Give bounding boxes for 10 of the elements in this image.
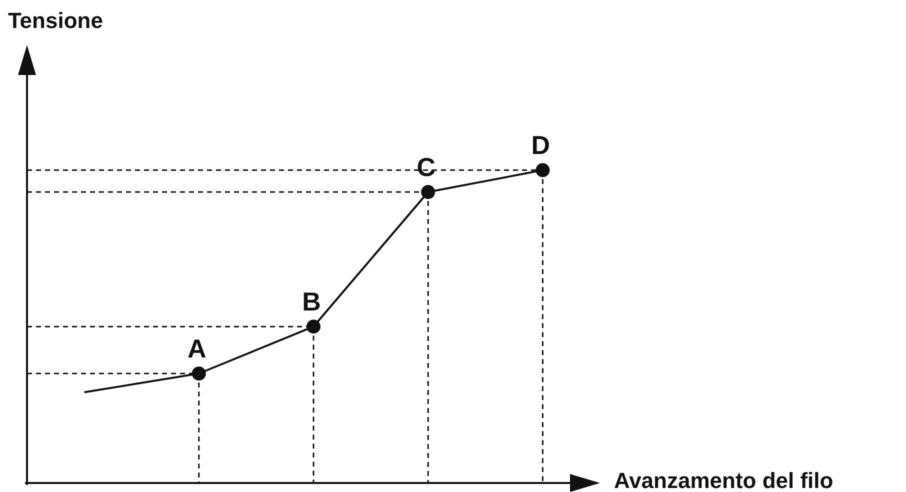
annotation: A — [188, 334, 207, 364]
point — [536, 163, 550, 178]
x-axis-title: Avanzamento del filo — [614, 468, 834, 492]
annotation: D — [531, 130, 550, 160]
point — [421, 185, 436, 200]
chart-title: Tensione — [8, 8, 103, 34]
point — [306, 320, 320, 334]
annotation: C — [416, 152, 436, 182]
point — [192, 366, 206, 380]
annotation: B — [302, 286, 321, 317]
